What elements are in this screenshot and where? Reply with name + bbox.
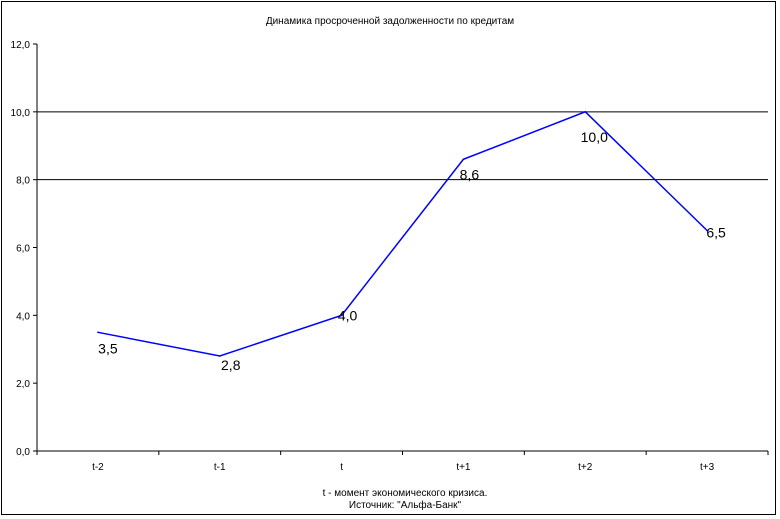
y-tick-label: 10,0 — [11, 108, 31, 119]
data-point — [340, 314, 343, 317]
data-label: 6,5 — [706, 225, 726, 241]
axis-layer: 0,0 2,0 4,0 6,0 8,0 10,0 12,0 t-2 t-1 t t+1 t+2 t+3 — [11, 40, 769, 473]
x-tick-label: t-2 — [92, 462, 104, 473]
data-label: 3,5 — [98, 340, 118, 356]
data-point — [584, 111, 587, 113]
x-tick-label: t+2 — [578, 462, 593, 473]
grid-layer — [37, 111, 768, 181]
chart-title: Динамика просроченной задолженности по к… — [266, 16, 514, 27]
data-label: 4,0 — [338, 307, 358, 323]
x-tick-label: t+3 — [700, 462, 715, 473]
data-point — [706, 229, 708, 232]
data-label: 8,6 — [460, 166, 480, 182]
y-tick-label: 0,0 — [16, 447, 30, 458]
x-tick-label: t — [340, 462, 343, 473]
footnote-source: Источник: "Альфа-Банк" — [349, 499, 462, 511]
y-tick-label: 2,0 — [16, 379, 30, 390]
y-tick-label: 6,0 — [16, 244, 30, 255]
data-label: 10,0 — [581, 129, 608, 145]
series-line-0 — [97, 110, 708, 357]
label-layer: 3,5 2,8 4,0 8,6 10,0 6,5 — [98, 129, 726, 373]
x-tick-label: t+1 — [456, 462, 471, 473]
footnote-crisis: t - момент экономического кризиса. — [323, 488, 488, 499]
data-point — [462, 158, 465, 161]
series-layer — [97, 110, 708, 357]
data-label: 2,8 — [221, 357, 241, 373]
data-point — [218, 355, 221, 357]
x-tick-label: t-1 — [214, 462, 226, 473]
data-point — [97, 331, 99, 334]
y-tick-label: 4,0 — [16, 311, 30, 322]
y-tick-label: 12,0 — [11, 40, 31, 51]
y-tick-label: 8,0 — [16, 176, 30, 187]
